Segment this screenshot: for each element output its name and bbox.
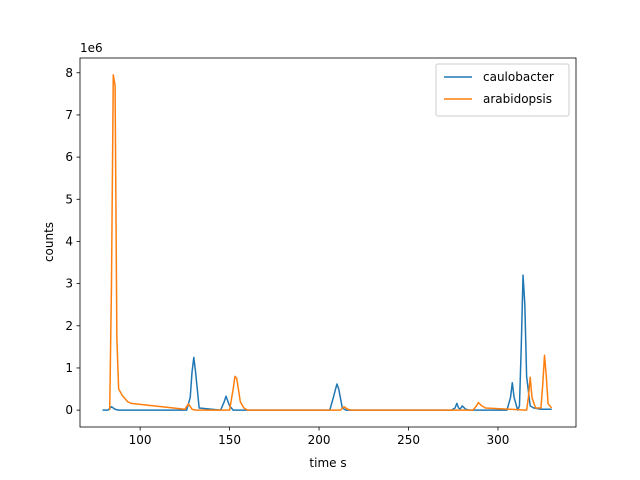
y-tick-label: 4 bbox=[65, 234, 73, 248]
y-tick-label: 3 bbox=[65, 277, 73, 291]
y-axis-label: counts bbox=[42, 222, 56, 262]
y-tick-label: 7 bbox=[65, 108, 73, 122]
y-tick-label: 6 bbox=[65, 150, 73, 164]
x-tick-label: 150 bbox=[218, 433, 241, 447]
x-tick-label: 100 bbox=[129, 433, 152, 447]
y-offset-label: 1e6 bbox=[80, 41, 103, 55]
y-tick-label: 2 bbox=[65, 319, 73, 333]
legend-label: arabidopsis bbox=[483, 92, 552, 106]
axes-frame bbox=[79, 57, 577, 428]
x-tick-label: 200 bbox=[308, 433, 331, 447]
y-tick-label: 5 bbox=[65, 192, 73, 206]
y-tick-label: 1 bbox=[65, 361, 73, 375]
y-tick-label: 8 bbox=[65, 66, 73, 80]
line-series bbox=[108, 74, 553, 411]
x-axis-label: time s bbox=[309, 456, 346, 470]
y-tick-label: 0 bbox=[65, 403, 73, 417]
x-tick-label: 300 bbox=[487, 433, 510, 447]
x-tick-label: 250 bbox=[397, 433, 420, 447]
legend-label: caulobacter bbox=[483, 70, 554, 84]
